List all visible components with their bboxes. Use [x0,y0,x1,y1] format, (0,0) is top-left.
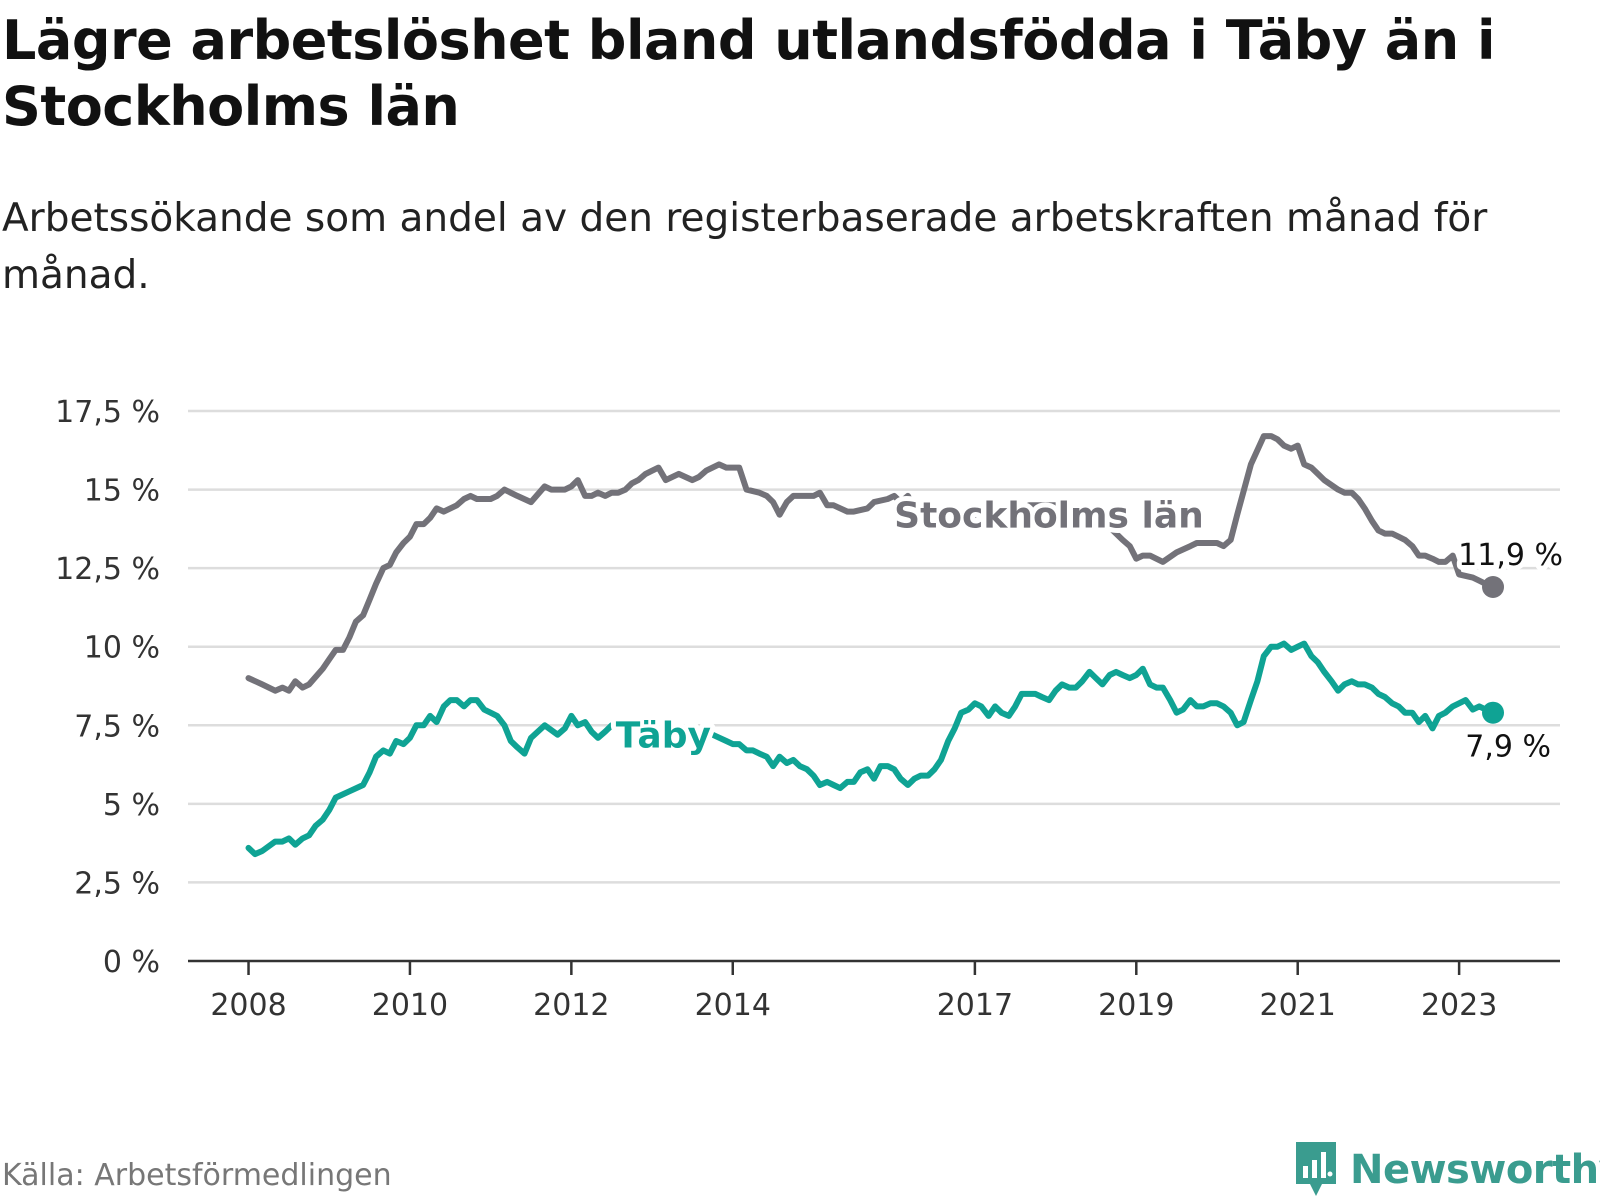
stockholm-end-marker [1482,576,1505,598]
series-labels: Stockholms län Täby 11,9 % 7,9 % [611,490,1568,769]
chart-title: Lägre arbetslöshet bland utlandsfödda i … [2,9,1495,138]
x-tick-label: 2008 [210,988,286,1023]
x-tick-label: 2010 [372,988,448,1023]
y-tick-label: 12,5 % [55,552,160,587]
chart-subtitle: Arbetssökande som andel av den registerb… [2,196,1488,298]
stockholm-end-label: 11,9 % [1458,538,1563,573]
y-tick-label: 5 % [103,788,160,823]
x-tick-label: 2014 [695,988,771,1023]
x-tick-label: 2017 [937,988,1013,1023]
stockholm-line [245,433,1496,694]
line-chart: 0 % 2,5 % 5 % 7,5 % 10 % 12,5 % 15 % 17,5 % 200… [55,395,1568,1023]
stockholm-series-label: Stockholms län [894,495,1204,536]
y-tick-label: 15 % [84,474,160,509]
y-axis-labels: 0 % 2,5 % 5 % 7,5 % 10 % 12,5 % 15 % 17,5 % [55,395,160,980]
gridlines [188,409,1560,884]
y-tick-label: 17,5 % [55,395,160,430]
x-tick-label: 2023 [1421,988,1497,1023]
newsworthy-logo: Newsworthy [1292,1140,1600,1200]
x-tick-label: 2012 [533,988,609,1023]
x-tick-label: 2021 [1260,988,1336,1023]
newsworthy-logo-icon [1296,1142,1336,1196]
y-tick-label: 7,5 % [74,709,160,744]
x-axis: 2008 2010 2012 2014 2017 2019 2021 2023 [188,959,1560,1023]
y-tick-label: 2,5 % [74,866,160,901]
taby-line [245,640,1496,858]
taby-end-marker [1482,701,1505,724]
x-tick-label: 2019 [1098,988,1174,1023]
brand-name: Newsworthy [1350,1147,1600,1193]
y-tick-label: 0 % [103,945,160,980]
taby-end-label: 7,9 % [1465,730,1551,765]
source-note: Källa: Arbetsförmedlingen [2,1158,392,1193]
series-lines [245,433,1505,858]
y-tick-label: 10 % [84,631,160,666]
taby-series-label: Täby [616,715,711,756]
